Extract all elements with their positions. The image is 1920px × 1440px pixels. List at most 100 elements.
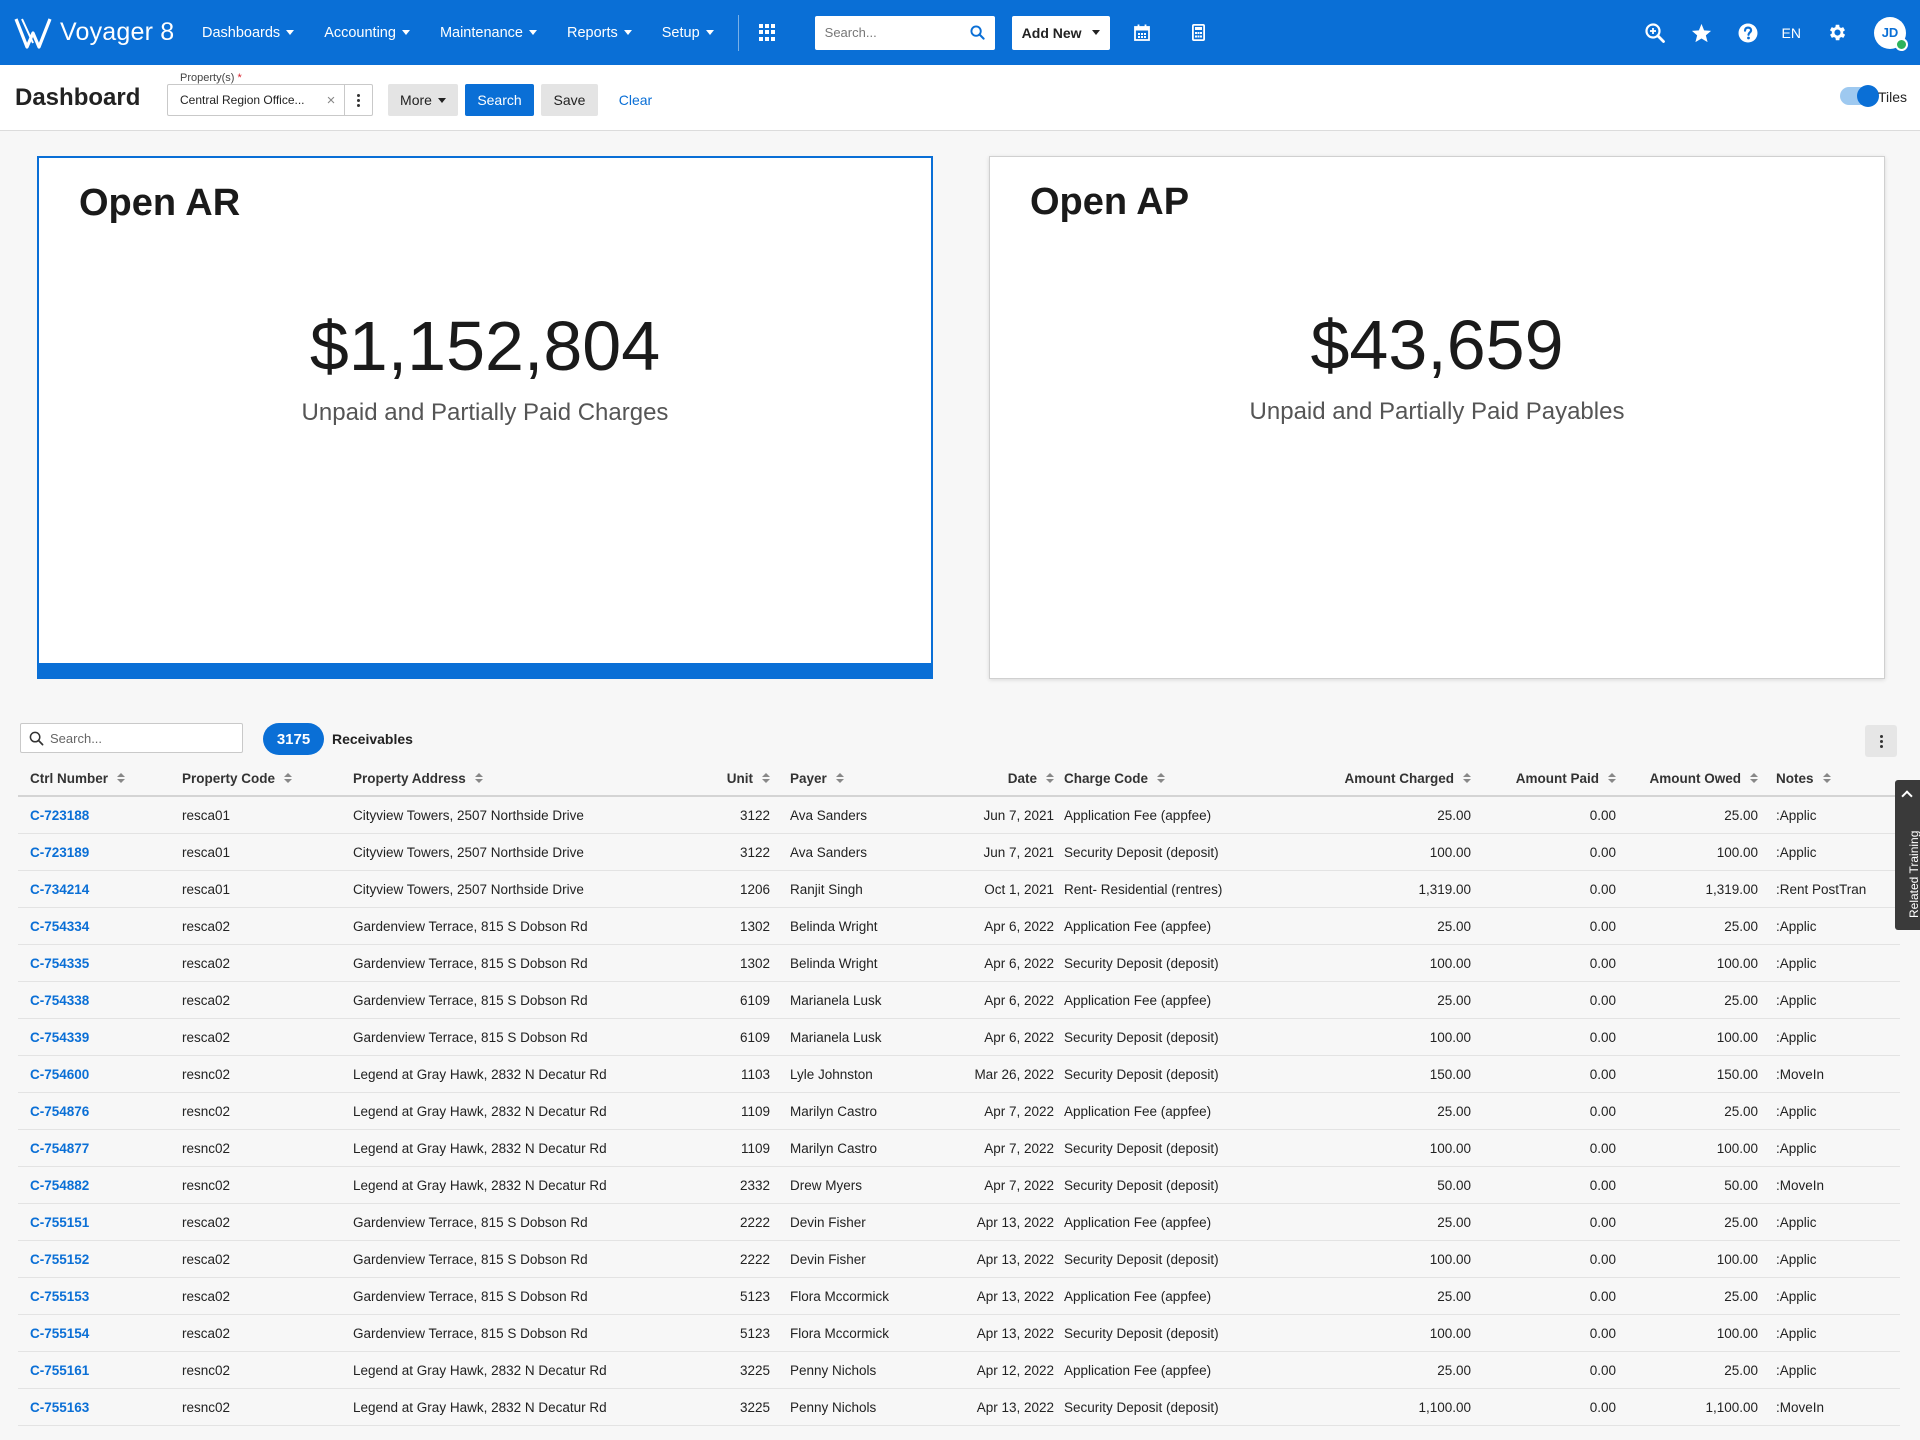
column-header-property-address[interactable]: Property Address: [353, 761, 693, 795]
column-header-property-code[interactable]: Property Code: [182, 761, 322, 795]
ctrl-number-link[interactable]: C-754334: [30, 918, 90, 934]
cell-unit: 1206: [739, 881, 770, 897]
voyager-logo-icon: [14, 17, 52, 49]
ctrl-number-link[interactable]: C-723188: [30, 807, 90, 823]
global-search-input[interactable]: [824, 25, 970, 40]
zoom-button[interactable]: [1644, 22, 1665, 43]
table-options-icon[interactable]: [1865, 725, 1897, 757]
ctrl-number-link[interactable]: C-723189: [30, 844, 90, 860]
ctrl-number-link[interactable]: C-754877: [30, 1140, 90, 1156]
ctrl-number-link[interactable]: C-754600: [30, 1066, 90, 1082]
ctrl-number-link[interactable]: C-755161: [30, 1362, 90, 1378]
cell-charge: Application Fee (appfee): [1064, 1362, 1212, 1378]
ctrl-number-link[interactable]: C-754338: [30, 992, 90, 1008]
cell-unit: 3225: [739, 1362, 770, 1378]
nav-accounting[interactable]: Accounting: [324, 25, 410, 41]
table-search-input[interactable]: [50, 730, 230, 746]
settings-button[interactable]: [1827, 22, 1848, 43]
table-row[interactable]: C-754335 resca02 Gardenview Terrace, 815 S…: [18, 945, 1900, 982]
cell-unit: 5123: [739, 1325, 770, 1341]
column-header-ctrl-number[interactable]: Ctrl Number: [30, 761, 160, 795]
more-button[interactable]: More: [388, 84, 458, 116]
open-ap-tile[interactable]: Open AP $43,659 Unpaid and Partially Pai…: [989, 156, 1885, 679]
column-header-date[interactable]: Date: [929, 761, 1054, 795]
open-ar-tile[interactable]: Open AR $1,152,804 Unpaid and Partially …: [37, 156, 933, 679]
table-row[interactable]: C-755163 resnc02 Legend at Gray Hawk, 2832…: [18, 1389, 1900, 1426]
ctrl-number-link[interactable]: C-754339: [30, 1029, 90, 1045]
column-header-payer[interactable]: Payer: [790, 761, 960, 795]
ctrl-number-link[interactable]: C-755153: [30, 1288, 90, 1304]
nav-dashboards[interactable]: Dashboards: [202, 25, 295, 41]
ctrl-number-link[interactable]: C-755154: [30, 1325, 90, 1341]
nav-setup[interactable]: Setup: [662, 25, 714, 41]
nav-maintenance[interactable]: Maintenance: [440, 25, 537, 41]
table-row[interactable]: C-723189 resca01 Cityview Towers, 2507 Nor…: [18, 834, 1900, 871]
apps-grid-icon[interactable]: [758, 23, 777, 42]
tiles-toggle[interactable]: [1840, 85, 1879, 107]
ctrl-number-link[interactable]: C-734214: [30, 881, 90, 897]
ctrl-number-link[interactable]: C-754882: [30, 1177, 90, 1193]
table-row[interactable]: C-754338 resca02 Gardenview Terrace, 815 S…: [18, 982, 1900, 1019]
table-row[interactable]: C-754334 resca02 Gardenview Terrace, 815 S…: [18, 908, 1900, 945]
ctrl-number-link[interactable]: C-754335: [30, 955, 90, 971]
table-row[interactable]: C-754882 resnc02 Legend at Gray Hawk, 2832…: [18, 1167, 1900, 1204]
property-options-icon[interactable]: [344, 85, 372, 115]
search-button[interactable]: Search: [465, 84, 534, 116]
table-row[interactable]: C-754877 resnc02 Legend at Gray Hawk, 2832…: [18, 1130, 1900, 1167]
cell-unit: 2222: [739, 1214, 770, 1230]
search-icon[interactable]: [970, 25, 985, 40]
column-header-amount-paid[interactable]: Amount Paid: [1470, 761, 1616, 795]
clear-button[interactable]: Clear: [618, 92, 653, 108]
related-training-tab[interactable]: Related Training: [1895, 780, 1920, 930]
ctrl-number-link[interactable]: C-755151: [30, 1214, 90, 1230]
cell-achg: 1,319.00: [1418, 881, 1471, 897]
column-header-notes[interactable]: Notes: [1776, 761, 1898, 795]
table-row[interactable]: C-754876 resnc02 Legend at Gray Hawk, 2832…: [18, 1093, 1900, 1130]
clear-property-icon[interactable]: ×: [326, 91, 336, 109]
ctrl-number-link[interactable]: C-754876: [30, 1103, 90, 1119]
cell-ctrl: C-754600: [30, 1056, 160, 1092]
table-row[interactable]: C-755151 resca02 Gardenview Terrace, 815 S…: [18, 1204, 1900, 1241]
cell-ctrl: C-754334: [30, 908, 160, 944]
cell-payer: Penny Nichols: [790, 1362, 877, 1378]
brand-logo[interactable]: Voyager 8: [14, 16, 184, 50]
table-row[interactable]: C-755161 resnc02 Legend at Gray Hawk, 2832…: [18, 1352, 1900, 1389]
cell-addr: Legend at Gray Hawk, 2832 N Decatur Rd: [353, 1140, 607, 1156]
ctrl-number-link[interactable]: C-755163: [30, 1399, 90, 1415]
table-header-row: Ctrl Number Property Code Property Addre…: [18, 761, 1900, 797]
column-header-amount-charged[interactable]: Amount Charged: [1280, 761, 1471, 795]
nav-reports[interactable]: Reports: [567, 25, 632, 41]
add-new-button[interactable]: Add New: [1011, 15, 1110, 50]
calendar-button[interactable]: [1133, 24, 1150, 41]
cell-charge: Security Deposit (deposit): [1064, 955, 1219, 971]
cell-date: Apr 13, 2022: [976, 1251, 1054, 1267]
save-button[interactable]: Save: [541, 84, 598, 116]
column-header-amount-owed[interactable]: Amount Owed: [1606, 761, 1758, 795]
table-row[interactable]: C-754600 resnc02 Legend at Gray Hawk, 2832…: [18, 1056, 1900, 1093]
ctrl-number-link[interactable]: C-755152: [30, 1251, 90, 1267]
nav-utilities: EN JD: [1619, 0, 1908, 65]
calendar-icon: [1133, 24, 1150, 41]
property-selector[interactable]: Central Region Office... ×: [167, 84, 373, 116]
user-avatar[interactable]: JD: [1874, 16, 1908, 51]
gear-icon: [1829, 24, 1846, 41]
table-row[interactable]: C-755152 resca02 Gardenview Terrace, 815 S…: [18, 1241, 1900, 1278]
open-ar-subtitle: Unpaid and Partially Paid Charges: [301, 399, 669, 426]
language-selector[interactable]: EN: [1781, 24, 1801, 41]
cell-addr: Legend at Gray Hawk, 2832 N Decatur Rd: [353, 1177, 607, 1193]
table-row[interactable]: C-755153 resca02 Gardenview Terrace, 815 S…: [18, 1278, 1900, 1315]
favorites-button[interactable]: [1691, 23, 1712, 43]
table-row[interactable]: C-755154 resca02 Gardenview Terrace, 815 S…: [18, 1315, 1900, 1352]
table-row[interactable]: C-754339 resca02 Gardenview Terrace, 815 S…: [18, 1019, 1900, 1056]
calculator-button[interactable]: [1191, 24, 1205, 41]
column-header-charge-code[interactable]: Charge Code: [1064, 761, 1294, 795]
cell-payer: Marilyn Castro: [790, 1140, 878, 1156]
nav-accounting-label: Accounting: [324, 24, 396, 41]
column-header-unit[interactable]: Unit: [675, 761, 770, 795]
cell-apaid: 0.00: [1589, 1325, 1616, 1341]
table-row[interactable]: C-723188 resca01 Cityview Towers, 2507 Nor…: [18, 797, 1900, 834]
table-row[interactable]: C-734214 resca01 Cityview Towers, 2507 Nor…: [18, 871, 1900, 908]
cell-payer: Marianela Lusk: [790, 992, 882, 1008]
column-header-label: Amount Charged: [1344, 770, 1455, 786]
help-button[interactable]: [1738, 23, 1758, 43]
